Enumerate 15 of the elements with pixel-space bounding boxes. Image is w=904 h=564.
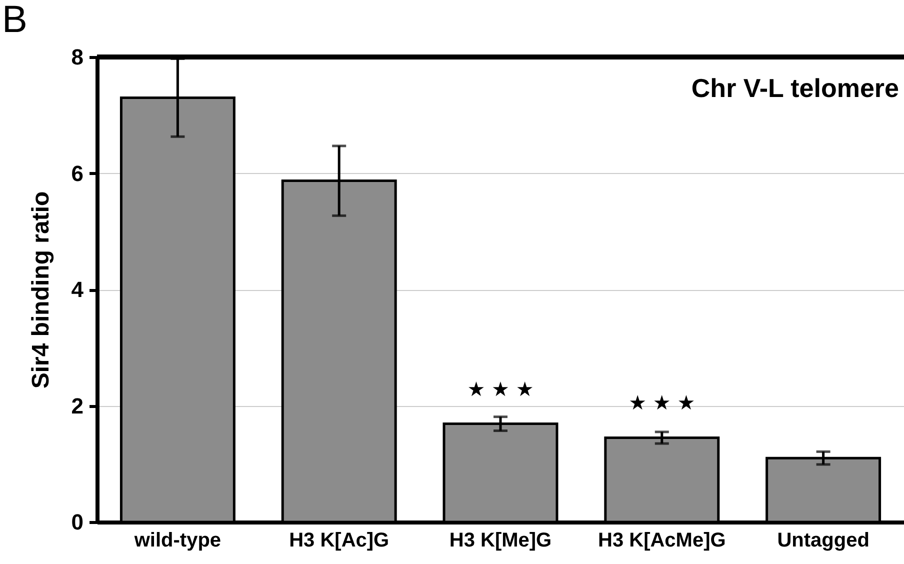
x-tick-label: H3 K[Ac]G <box>289 530 390 552</box>
text: Chr V-L telomere <box>691 73 899 103</box>
y-tick-label: 6 <box>71 160 84 186</box>
annotation: ★ ★ ★ <box>467 376 534 401</box>
y-axis-title: Sir4 binding ratio <box>27 191 54 389</box>
x-tick-label: H3 K[Me]G <box>449 530 552 552</box>
y-tick-label: 4 <box>71 277 84 302</box>
annotation: ★ ★ ★ <box>628 390 696 415</box>
y-tick-label: 8 <box>71 44 84 70</box>
y-tick-label: 2 <box>71 393 84 418</box>
x-tick-label: wild-type <box>133 530 222 552</box>
text: B <box>2 0 28 41</box>
x-tick-label: H3 K[AcMe]G <box>598 530 726 552</box>
x-tick-label: Untagged <box>777 530 870 552</box>
y-tick-label: 0 <box>71 510 84 534</box>
